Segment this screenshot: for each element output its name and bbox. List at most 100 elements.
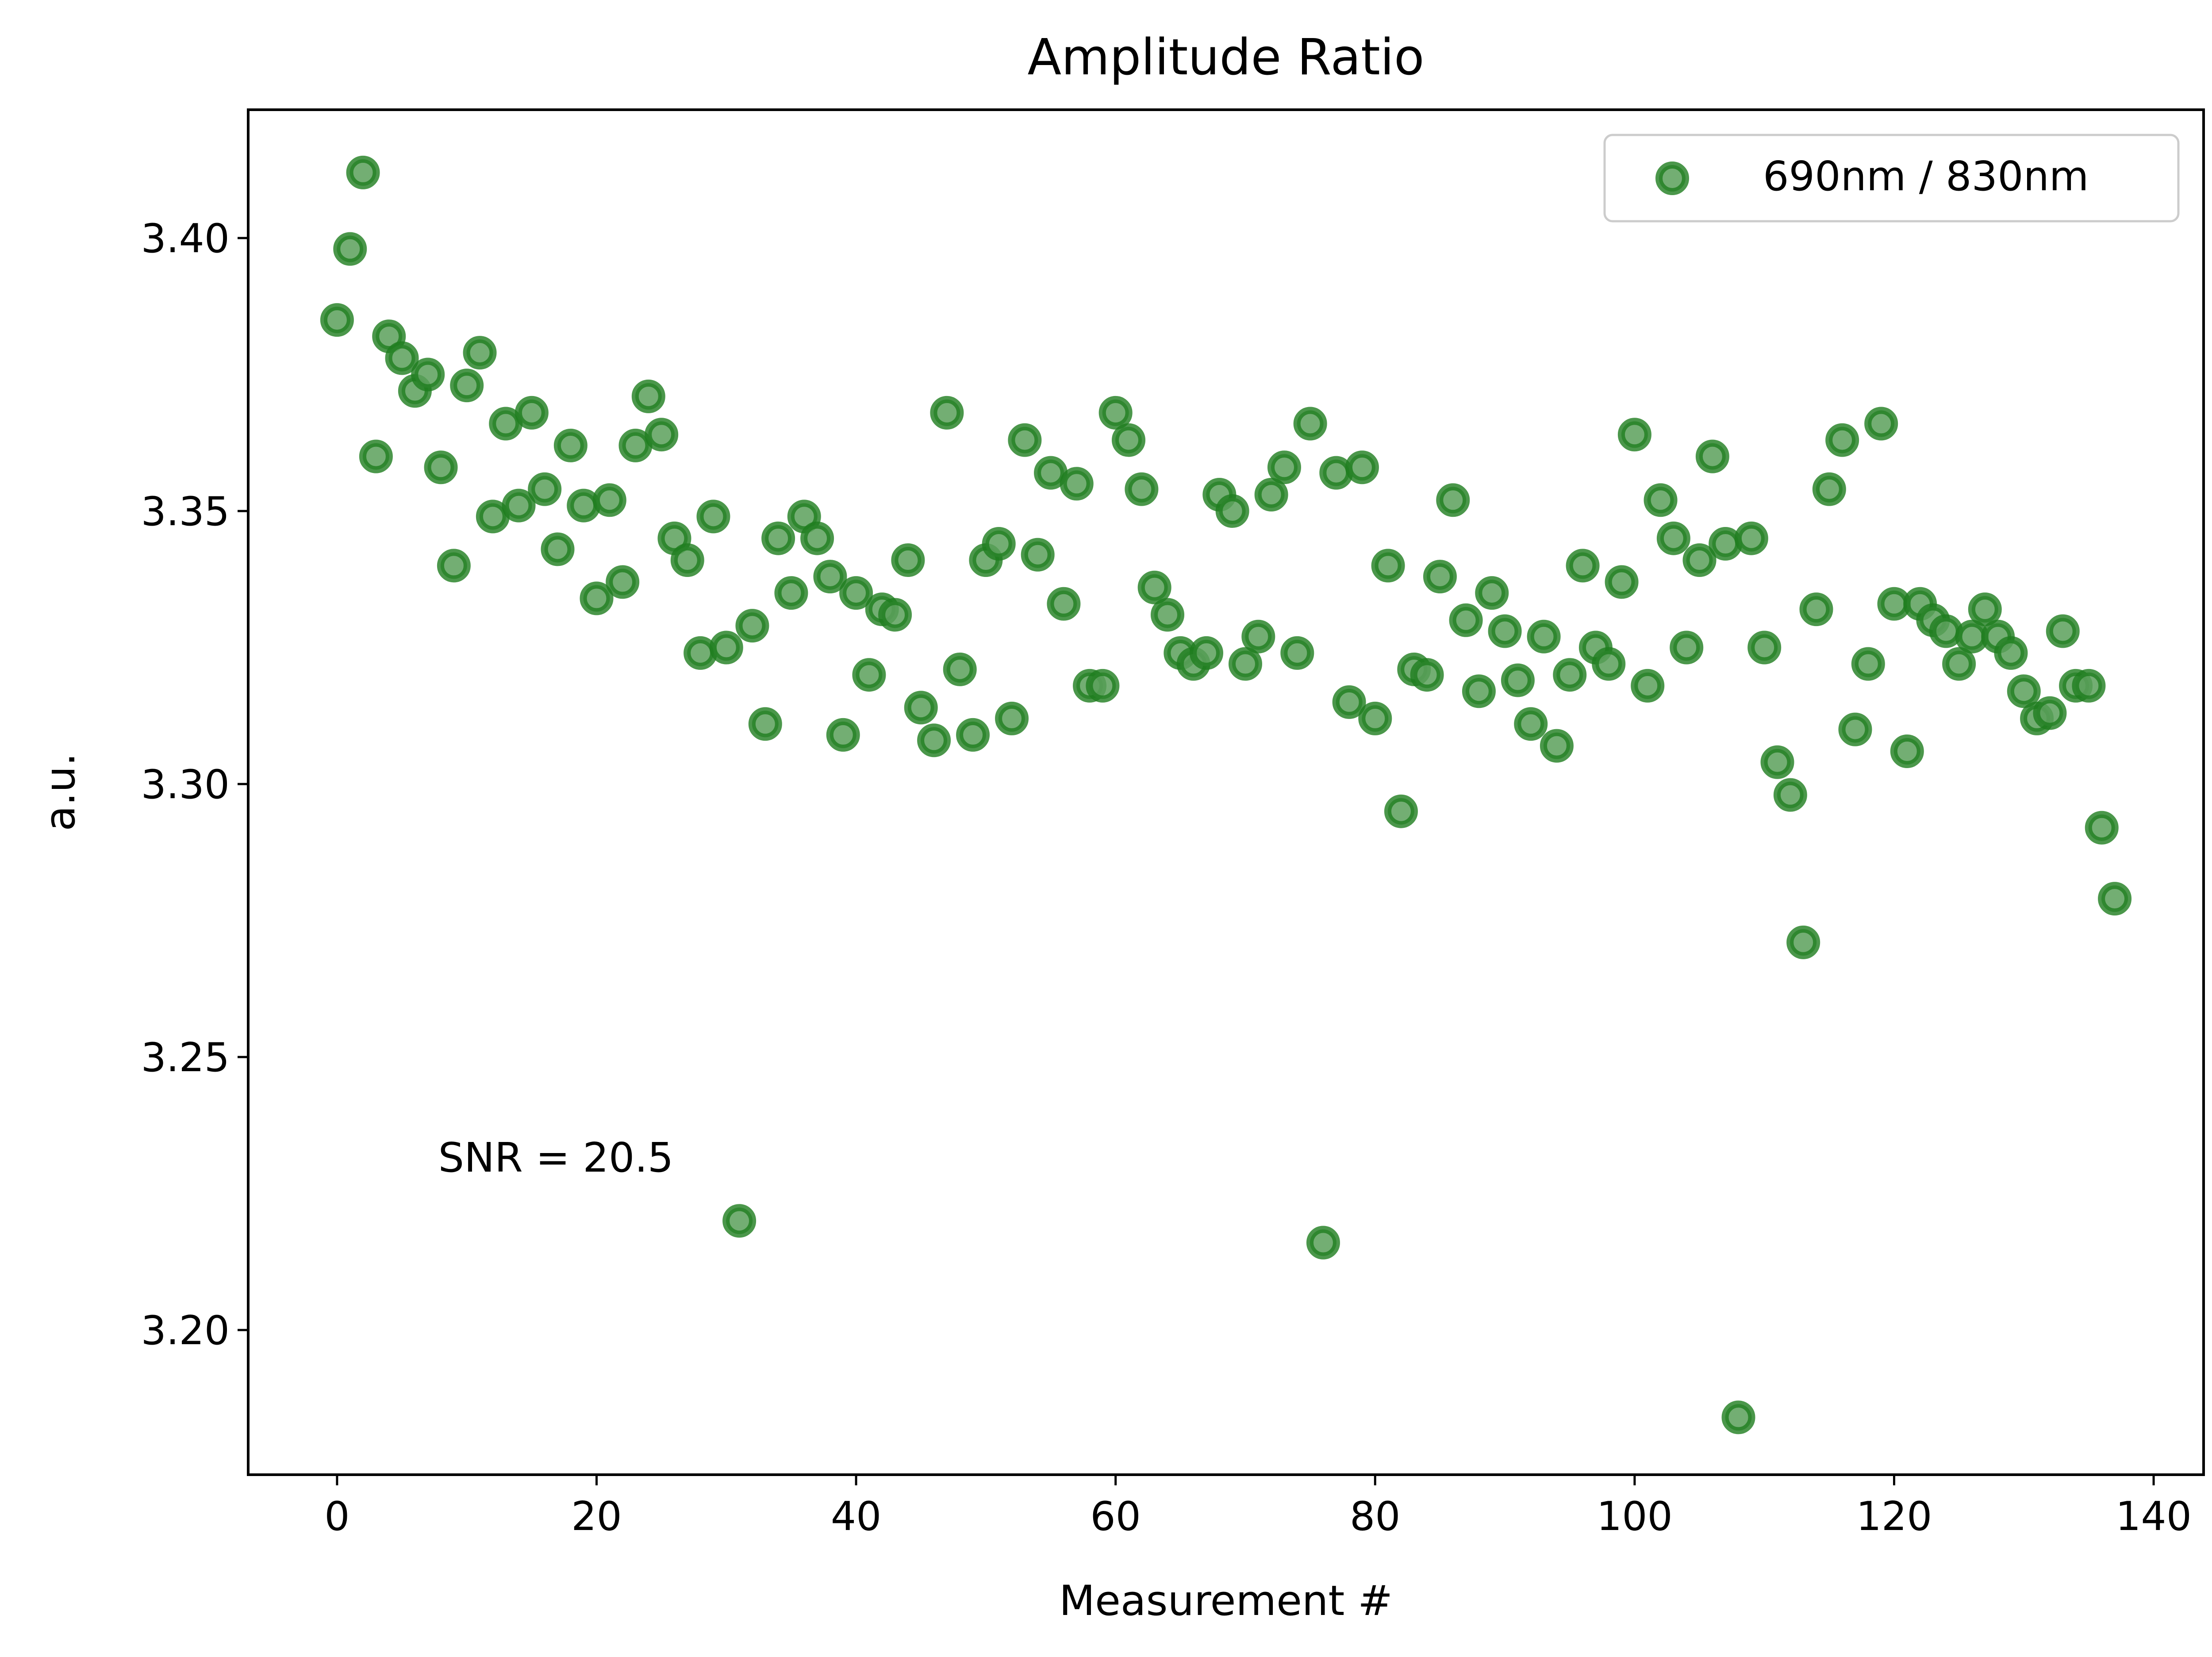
- data-point: [774, 576, 808, 610]
- data-point: [2046, 614, 2080, 648]
- data-point: [541, 532, 575, 566]
- data-point: [1008, 423, 1042, 457]
- data-point: [1514, 707, 1548, 741]
- data-points: [320, 155, 2132, 1434]
- data-point: [411, 358, 445, 392]
- data-point: [1968, 592, 2002, 627]
- data-point: [333, 232, 367, 266]
- plot-area: [247, 108, 2205, 1476]
- data-point: [1838, 712, 1872, 746]
- data-point: [1125, 472, 1159, 506]
- data-point: [1332, 685, 1366, 719]
- legend-marker-icon: [1655, 161, 1689, 195]
- data-point: [1449, 603, 1483, 637]
- x-tick-label: 140: [2116, 1493, 2192, 1540]
- y-tick-label: 3.35: [141, 488, 230, 535]
- data-point: [1786, 925, 1820, 959]
- data-point: [995, 701, 1029, 735]
- data-point: [450, 369, 484, 403]
- data-point: [1929, 614, 1963, 648]
- data-point: [891, 543, 925, 577]
- data-point: [1021, 538, 1055, 572]
- data-point: [670, 543, 704, 577]
- data-point: [852, 658, 886, 692]
- data-point: [424, 450, 458, 484]
- data-point: [359, 439, 393, 473]
- data-point: [553, 428, 588, 462]
- data-point: [904, 691, 938, 725]
- data-point: [826, 718, 860, 752]
- y-tick-label: 3.20: [141, 1307, 230, 1354]
- data-point: [1682, 543, 1717, 577]
- x-tick-label: 120: [1856, 1493, 1932, 1540]
- data-point: [1942, 647, 1976, 681]
- data-point: [1864, 407, 1898, 441]
- data-point: [2033, 696, 2067, 730]
- data-point: [1851, 647, 1885, 681]
- data-point: [592, 483, 626, 517]
- data-point: [1462, 674, 1496, 708]
- data-point: [1488, 614, 1522, 648]
- x-tick-label: 80: [1350, 1493, 1401, 1540]
- data-point: [1695, 439, 1729, 473]
- data-point: [1475, 576, 1509, 610]
- x-tick-label: 40: [831, 1493, 882, 1540]
- data-point: [722, 1204, 757, 1238]
- data-point: [1306, 1226, 1340, 1260]
- data-point: [696, 500, 730, 534]
- data-point: [502, 488, 536, 523]
- data-point: [735, 609, 769, 643]
- x-tick-label: 0: [324, 1493, 349, 1540]
- data-point: [567, 488, 601, 523]
- data-point: [982, 527, 1016, 561]
- data-point: [684, 636, 718, 670]
- data-point: [645, 418, 679, 452]
- x-axis-label: Measurement #: [1059, 1577, 1393, 1625]
- data-point: [1644, 483, 1678, 517]
- data-point: [800, 521, 834, 555]
- data-point: [2085, 811, 2119, 845]
- data-point: [943, 652, 977, 686]
- data-point: [631, 379, 665, 413]
- data-point: [1605, 565, 1639, 599]
- data-point: [1047, 587, 1081, 621]
- data-point: [1151, 598, 1185, 632]
- x-tick-label: 100: [1597, 1493, 1673, 1540]
- data-point: [1747, 631, 1782, 665]
- y-tick-label: 3.30: [141, 761, 230, 808]
- data-point: [1280, 636, 1314, 670]
- data-point: [1812, 472, 1846, 506]
- y-tick-label: 3.25: [141, 1034, 230, 1081]
- data-point: [1060, 467, 1094, 501]
- data-point: [580, 581, 614, 615]
- data-point: [1656, 521, 1690, 555]
- data-point: [1994, 636, 2028, 670]
- data-point: [320, 303, 354, 337]
- data-point: [1553, 658, 1587, 692]
- data-point: [2072, 669, 2106, 703]
- data-point: [1501, 663, 1535, 697]
- data-point: [1799, 592, 1833, 627]
- data-point: [1734, 521, 1768, 555]
- data-point: [1371, 549, 1405, 583]
- data-point: [2007, 674, 2041, 708]
- data-point: [1540, 729, 1574, 763]
- data-point: [1293, 407, 1327, 441]
- data-point: [1190, 636, 1224, 670]
- data-point: [1721, 1400, 1755, 1434]
- data-point: [1709, 527, 1743, 561]
- data-point: [2098, 882, 2132, 916]
- x-axis: 0 20 40 60 80 100 120 140: [324, 1475, 2192, 1540]
- data-point: [1436, 483, 1470, 517]
- data-point: [1345, 450, 1379, 484]
- x-tick-label: 20: [571, 1493, 622, 1540]
- data-point: [1631, 669, 1665, 703]
- chart-title: Amplitude Ratio: [1027, 29, 1424, 86]
- data-point: [528, 472, 562, 506]
- snr-annotation: SNR = 20.5: [438, 1134, 674, 1181]
- y-axis: 3.20 3.25 3.30 3.35 3.40: [141, 215, 248, 1354]
- y-tick-label: 3.40: [141, 215, 230, 262]
- data-point: [1825, 423, 1859, 457]
- data-point: [515, 396, 549, 430]
